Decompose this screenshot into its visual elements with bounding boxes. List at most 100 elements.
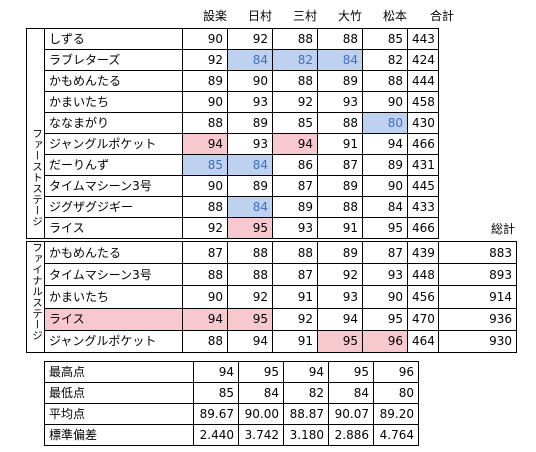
table-row: ジャングルポケット 88 94 91 95 96 464 930	[27, 329, 517, 354]
column-header-row: 設楽 日村 三村 大竹 松本 合計	[0, 0, 536, 28]
table-row: ファーストステージ しずる 90 92 88 88 85 443	[26, 28, 439, 239]
table-row: タイムマシーン3号 88 88 87 92 93 448 893	[27, 263, 517, 287]
grand-total-cell: 893	[438, 263, 517, 287]
score-cell: 93	[317, 91, 363, 113]
score-cell: 90	[182, 91, 228, 113]
score-cell: 87	[272, 263, 318, 287]
score-cell: 94	[362, 133, 408, 155]
first-stage-label-cell: ファーストステージ	[26, 28, 45, 239]
stat-label: 標準偏差	[44, 424, 194, 446]
stat-label: 最高点	[44, 361, 194, 383]
score-cell: 88	[227, 263, 273, 287]
score-cell: 92	[272, 307, 318, 331]
score-cell-lowest: 84	[227, 49, 273, 71]
score-cell: 91	[317, 133, 363, 155]
score-cell: 88	[272, 70, 318, 92]
stat-value: 89.20	[373, 403, 419, 425]
stat-value: 94	[283, 361, 329, 383]
score-cell: 91	[317, 217, 363, 239]
total-cell: 456	[407, 285, 439, 309]
score-cell: 92	[272, 91, 318, 113]
contestant-name: しずる	[44, 28, 183, 50]
score-cell: 88	[272, 240, 318, 265]
first-stage-table: ファーストステージ しずる 90 92 88 88 85 443 ラブレターズ …	[26, 28, 439, 239]
table-row: ファイナルステージ かもめんたる 87 88 88 89 87 439 883	[26, 240, 517, 353]
score-cell: 93	[227, 91, 273, 113]
stat-value: 2.886	[328, 424, 374, 446]
table-row: 最低点 85 84 82 84 80	[44, 382, 419, 404]
score-cell-highest: 95	[227, 307, 273, 331]
score-cell-highest: 94	[272, 133, 318, 155]
contestant-name: ライス	[44, 217, 183, 239]
score-cell: 88	[182, 263, 228, 287]
score-cell: 85	[272, 112, 318, 134]
stat-label: 平均点	[44, 403, 194, 425]
score-cell: 88	[182, 196, 228, 218]
final-stage-table: ファイナルステージ かもめんたる 87 88 88 89 87 439 883 …	[26, 240, 517, 354]
total-cell: 444	[407, 70, 439, 92]
score-cell: 90	[182, 28, 228, 50]
score-cell: 89	[317, 240, 363, 265]
contestant-name: かもめんたる	[44, 240, 183, 265]
score-cell: 92	[317, 263, 363, 287]
score-cell: 87	[362, 240, 408, 265]
grand-total-cell: 936	[438, 307, 517, 331]
score-cell: 95	[362, 217, 408, 239]
column-header-judge-shitara: 設楽	[202, 9, 227, 23]
score-cell: 91	[272, 285, 318, 309]
total-cell: 448	[407, 263, 439, 287]
contestant-name: かまいたち	[44, 91, 183, 113]
score-cell-highest: 95	[227, 217, 273, 239]
stat-value: 89.67	[193, 403, 239, 425]
score-cell: 89	[362, 154, 408, 176]
total-cell: 466	[407, 133, 439, 155]
score-cell: 88	[317, 28, 363, 50]
stat-value: 95	[238, 361, 284, 383]
score-cell: 93	[227, 133, 273, 155]
score-cell-lowest: 85	[182, 154, 228, 176]
stat-value: 95	[328, 361, 374, 383]
score-cell: 88	[182, 112, 228, 134]
score-cell: 89	[227, 112, 273, 134]
contestant-name: ラブレターズ	[44, 49, 183, 71]
table-row: 最高点 94 95 94 95 96	[44, 361, 419, 383]
table-row: 標準偏差 2.440 3.742 3.180 2.886 4.764	[44, 424, 419, 446]
table-row: だーりんず 85 84 86 87 89 431	[27, 154, 439, 176]
score-cell-lowest: 82	[272, 49, 318, 71]
total-cell: 470	[407, 307, 439, 331]
contestant-name: だーりんず	[44, 154, 183, 176]
column-header-judge-matsumoto: 松本	[382, 9, 407, 23]
score-cell: 88	[227, 240, 273, 265]
score-cell: 89	[227, 175, 273, 197]
score-cell: 88	[182, 329, 228, 354]
stat-value: 84	[328, 382, 374, 404]
table-row: かまいたち 90 92 91 93 90 456 914	[27, 285, 517, 309]
score-cell: 88	[272, 28, 318, 50]
score-cell: 90	[182, 175, 228, 197]
total-cell: 433	[407, 196, 439, 218]
score-cell-lowest: 80	[362, 112, 408, 134]
score-cell-lowest: 84	[227, 196, 273, 218]
score-cell: 90	[362, 91, 408, 113]
total-cell: 464	[407, 329, 439, 354]
first-stage-label: ファーストステージ	[31, 128, 43, 227]
score-cell: 89	[272, 196, 318, 218]
table-row: タイムマシーン3号 90 89 87 89 90 445	[27, 175, 439, 197]
grand-total-cell: 930	[438, 329, 517, 354]
score-cell: 92	[227, 285, 273, 309]
score-cell: 85	[362, 28, 408, 50]
total-cell: 430	[407, 112, 439, 134]
total-cell: 431	[407, 154, 439, 176]
score-cell-highest: 94	[182, 133, 228, 155]
table-row: かもめんたる 89 90 88 89 88 444	[27, 70, 439, 92]
score-cell-highest: 94	[182, 307, 228, 331]
score-cell: 88	[362, 70, 408, 92]
score-cell-lowest: 84	[227, 154, 273, 176]
table-row: ライス 94 95 92 94 95 470 936	[27, 307, 517, 331]
score-cell: 89	[317, 70, 363, 92]
table-row: ジグザグジギー 88 84 89 88 84 433	[27, 196, 439, 218]
score-cell: 89	[182, 70, 228, 92]
contestant-name: ジャングルポケット	[44, 329, 183, 354]
contestant-name: ジャングルポケット	[44, 133, 183, 155]
stat-value: 4.764	[373, 424, 419, 446]
